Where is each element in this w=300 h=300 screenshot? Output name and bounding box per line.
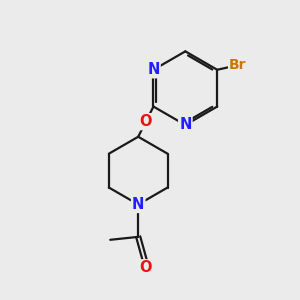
Text: N: N — [147, 62, 160, 77]
Text: O: O — [139, 260, 152, 275]
Text: O: O — [140, 114, 152, 129]
Text: N: N — [132, 197, 144, 212]
Text: Br: Br — [229, 58, 247, 72]
Text: N: N — [179, 118, 191, 133]
